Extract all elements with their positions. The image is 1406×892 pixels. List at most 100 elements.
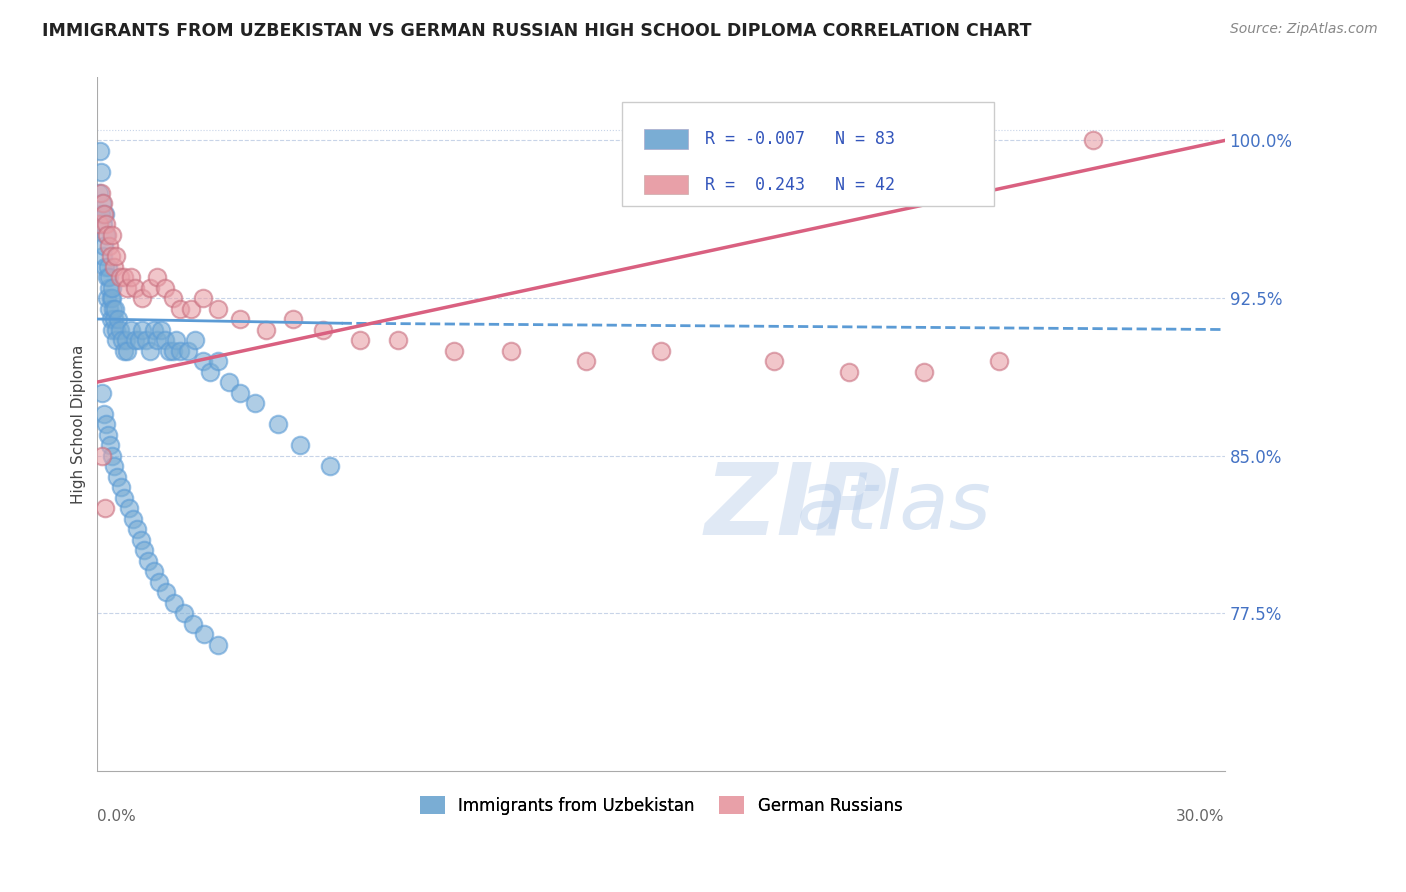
Point	[162, 291, 184, 305]
Point	[128, 333, 150, 347]
Point	[90, 449, 112, 463]
Point	[124, 333, 146, 347]
Point	[107, 312, 129, 326]
Point	[89, 144, 111, 158]
Point	[319, 459, 342, 474]
Point	[105, 333, 128, 347]
Point	[103, 459, 125, 474]
Point	[94, 260, 117, 274]
Point	[94, 417, 117, 431]
Point	[91, 249, 114, 263]
Point	[91, 196, 114, 211]
Point	[142, 322, 165, 336]
Point	[193, 627, 215, 641]
Point	[198, 365, 221, 379]
Point	[98, 270, 121, 285]
Point	[103, 260, 125, 274]
Point	[108, 270, 131, 285]
Point	[173, 606, 195, 620]
Point	[97, 301, 120, 316]
Point	[90, 385, 112, 400]
FancyBboxPatch shape	[621, 102, 994, 206]
Point	[94, 227, 117, 242]
Point	[139, 343, 162, 358]
Point	[153, 280, 176, 294]
Point	[988, 354, 1011, 368]
Point	[112, 343, 135, 358]
Point	[838, 365, 860, 379]
Point	[243, 396, 266, 410]
Point	[110, 480, 132, 494]
Point	[387, 333, 409, 347]
Point	[125, 522, 148, 536]
Point	[218, 375, 240, 389]
Point	[207, 638, 229, 652]
Text: Source: ZipAtlas.com: Source: ZipAtlas.com	[1230, 22, 1378, 37]
Point	[100, 312, 122, 326]
Point	[108, 322, 131, 336]
Point	[131, 322, 153, 336]
Point	[105, 249, 128, 263]
Point	[105, 322, 128, 336]
Point	[146, 270, 169, 285]
Point	[90, 165, 112, 179]
Point	[163, 596, 186, 610]
Point	[281, 312, 304, 326]
Point	[153, 333, 176, 347]
Point	[184, 333, 207, 347]
Point	[100, 449, 122, 463]
Point	[90, 207, 112, 221]
Point	[112, 270, 135, 285]
Point	[105, 469, 128, 483]
Point	[165, 333, 187, 347]
Point	[101, 301, 124, 316]
Point	[499, 343, 522, 358]
Point	[229, 312, 252, 326]
Point	[101, 227, 124, 242]
Point	[142, 564, 165, 578]
Point	[96, 291, 118, 305]
Text: ZIP: ZIP	[704, 458, 887, 556]
Point	[91, 218, 114, 232]
Point	[762, 354, 785, 368]
Point	[120, 270, 142, 285]
Point	[93, 238, 115, 252]
Text: atlas: atlas	[796, 468, 991, 546]
Point	[101, 322, 124, 336]
Point	[176, 343, 198, 358]
Point	[93, 207, 115, 221]
Point	[129, 533, 152, 547]
Point	[93, 407, 115, 421]
Point	[155, 585, 177, 599]
Point	[181, 616, 204, 631]
Point	[207, 354, 229, 368]
Point	[117, 280, 139, 294]
Point	[117, 343, 139, 358]
Point	[94, 207, 117, 221]
Point	[146, 333, 169, 347]
Point	[96, 270, 118, 285]
Text: 30.0%: 30.0%	[1177, 809, 1225, 824]
Point	[104, 301, 127, 316]
Point	[97, 260, 120, 274]
Text: IMMIGRANTS FROM UZBEKISTAN VS GERMAN RUSSIAN HIGH SCHOOL DIPLOMA CORRELATION CHA: IMMIGRANTS FROM UZBEKISTAN VS GERMAN RUS…	[42, 22, 1032, 40]
Point	[122, 511, 145, 525]
Point	[650, 343, 672, 358]
Point	[124, 280, 146, 294]
Point	[90, 186, 112, 200]
FancyBboxPatch shape	[644, 129, 689, 149]
Point	[349, 333, 371, 347]
Point	[100, 291, 122, 305]
Point	[169, 343, 191, 358]
Point	[575, 354, 598, 368]
Point	[135, 333, 157, 347]
Point	[267, 417, 290, 431]
Point	[912, 365, 935, 379]
Point	[98, 438, 121, 452]
Text: R = -0.007   N = 83: R = -0.007 N = 83	[706, 130, 896, 148]
Point	[256, 322, 278, 336]
Point	[443, 343, 465, 358]
Point	[114, 333, 136, 347]
Point	[97, 280, 120, 294]
Point	[94, 218, 117, 232]
